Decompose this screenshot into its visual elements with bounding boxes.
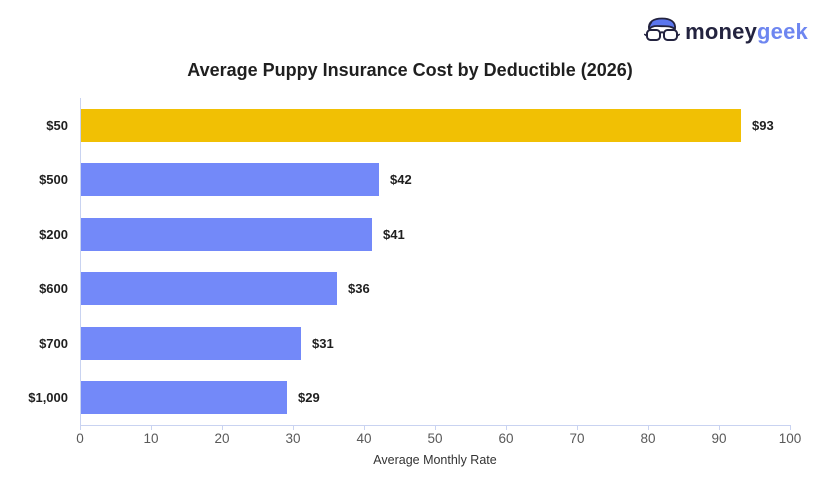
x-tick-mark — [648, 426, 649, 430]
bar-50 — [81, 109, 741, 142]
plot-area: $93 $42 $41 $36 $31 $29 — [80, 98, 791, 426]
x-tick-mark — [719, 426, 720, 430]
y-axis-label: $600 — [39, 281, 68, 296]
bar-1000 — [81, 381, 287, 414]
y-axis-label: $500 — [39, 172, 68, 187]
logo-brand-primary: money — [685, 19, 758, 44]
x-tick-mark — [435, 426, 436, 430]
bar-value-label: $31 — [312, 336, 334, 351]
moneygeek-logo-text: moneygeek — [685, 16, 808, 48]
bar-700 — [81, 327, 301, 360]
x-tick-label: 40 — [356, 431, 372, 446]
x-tick-label: 20 — [214, 431, 230, 446]
y-axis-label: $700 — [39, 336, 68, 351]
y-axis-labels: $50 $500 $200 $600 $700 $1,000 — [0, 98, 68, 425]
x-tick-mark — [506, 426, 507, 430]
x-tick-label: 70 — [569, 431, 585, 446]
x-tick-label: 60 — [498, 431, 514, 446]
bar-value-label: $42 — [390, 172, 412, 187]
bar-500 — [81, 163, 379, 196]
moneygeek-logo: moneygeek — [644, 16, 808, 48]
x-tick-label: 100 — [778, 431, 802, 446]
logo-brand-secondary: geek — [757, 19, 808, 44]
bar-value-label: $93 — [752, 118, 774, 133]
bar-200 — [81, 218, 372, 251]
bar-600 — [81, 272, 337, 305]
x-tick-label: 0 — [76, 431, 84, 446]
x-tick-mark — [151, 426, 152, 430]
bar-value-label: $29 — [298, 390, 320, 405]
y-axis-label: $50 — [46, 118, 68, 133]
x-tick-mark — [364, 426, 365, 430]
bar-value-label: $36 — [348, 281, 370, 296]
chart-title: Average Puppy Insurance Cost by Deductib… — [187, 60, 633, 80]
y-axis-label: $200 — [39, 227, 68, 242]
bar-value-label: $41 — [383, 227, 405, 242]
x-axis: 0 10 20 30 40 50 60 70 80 90 100 — [76, 426, 801, 452]
x-tick-label: 30 — [285, 431, 301, 446]
x-tick-label: 50 — [427, 431, 443, 446]
x-axis-title: Average Monthly Rate — [373, 453, 497, 467]
geek-face-icon — [644, 17, 681, 41]
y-axis-label: $1,000 — [28, 390, 68, 405]
bars-layer: $93 $42 $41 $36 $31 $29 — [81, 98, 791, 425]
x-tick-mark — [577, 426, 578, 430]
x-tick-label: 90 — [711, 431, 727, 446]
x-tick-mark — [80, 426, 81, 430]
x-tick-mark — [790, 426, 791, 430]
x-tick-label: 80 — [640, 431, 656, 446]
x-tick-mark — [293, 426, 294, 430]
x-tick-label: 10 — [143, 431, 159, 446]
x-tick-mark — [222, 426, 223, 430]
